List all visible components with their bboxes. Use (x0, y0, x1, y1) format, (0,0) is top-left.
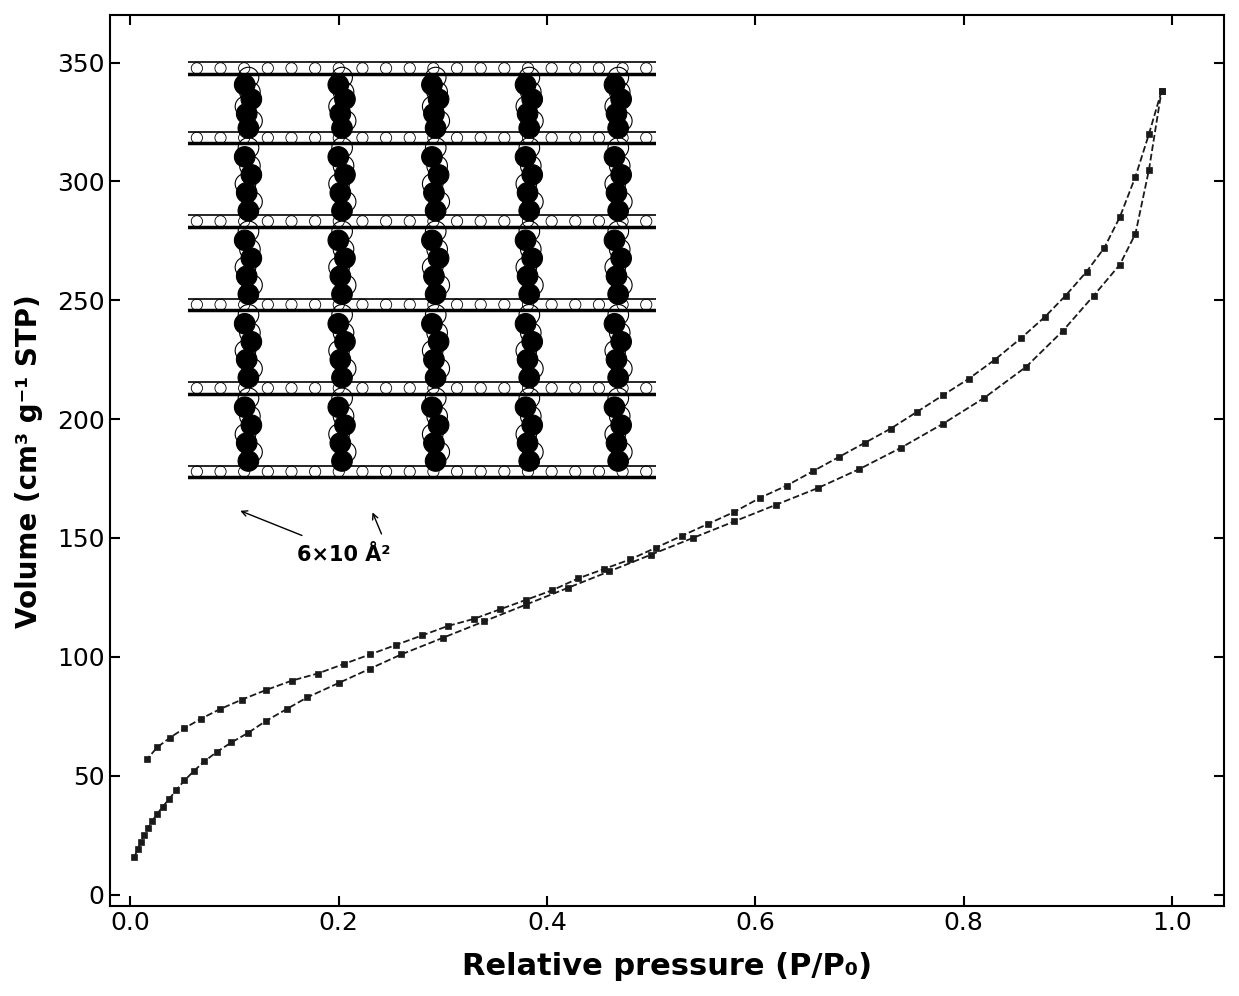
Text: 6×10 Å²: 6×10 Å² (297, 546, 390, 566)
X-axis label: Relative pressure (P/P₀): Relative pressure (P/P₀) (462, 952, 872, 981)
Y-axis label: Volume (cm³ g⁻¹ STP): Volume (cm³ g⁻¹ STP) (15, 294, 43, 627)
